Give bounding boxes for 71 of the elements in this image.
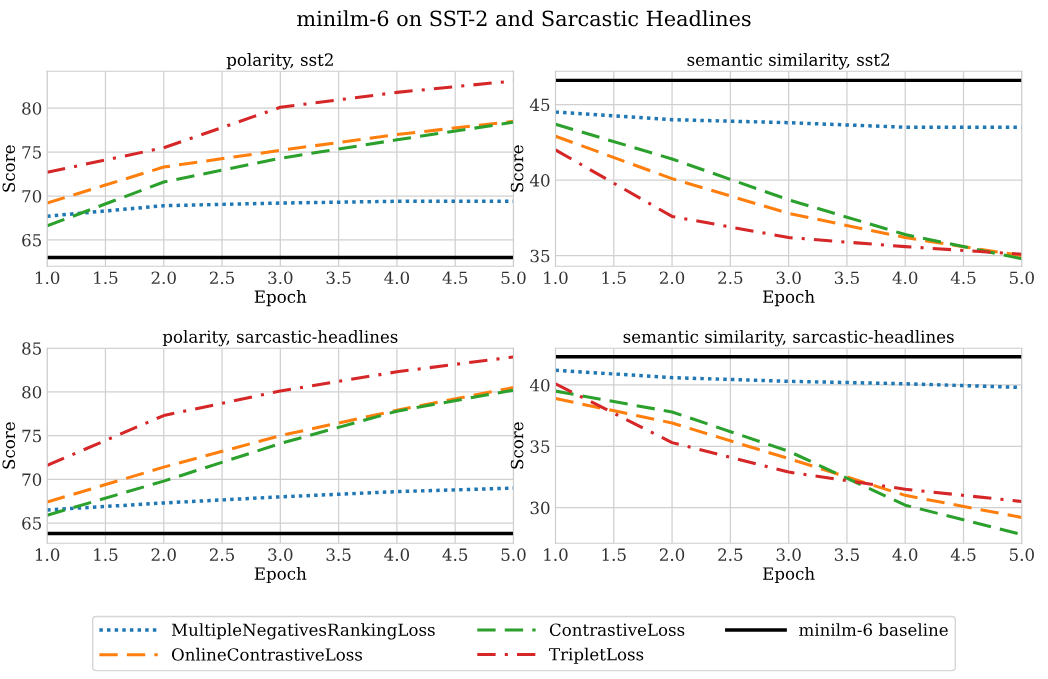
x-tick-label: 5.0 [1009, 271, 1034, 285]
x-tick-label: 3.0 [776, 548, 801, 561]
y-tick-label: 30 [530, 501, 550, 515]
x-axis-title: Epoch [763, 566, 815, 584]
x-tick-label: 4.0 [384, 548, 410, 561]
line-series [555, 382, 1022, 504]
x-tick-label: 4.5 [950, 271, 976, 285]
y-tick-label: 40 [529, 174, 550, 187]
x-tick-label: 4.0 [892, 548, 918, 561]
chart-title: polarity, sst2 [226, 53, 333, 70]
x-tick-label: 2.5 [209, 548, 234, 561]
x-tick-label: 2.5 [718, 271, 743, 285]
y-tick-label: 65 [22, 517, 42, 530]
y-tick-label: 75 [22, 429, 42, 443]
y-axis-title: Score [2, 145, 16, 192]
x-tick-label: 1.0 [544, 271, 568, 285]
x-tick-label: 3.5 [834, 548, 859, 561]
legend-label: TripletLoss [549, 647, 644, 664]
x-tick-label: 1.5 [94, 271, 118, 285]
y-tick-label: 80 [22, 102, 42, 115]
x-tick-label: 2.5 [718, 548, 743, 561]
x-tick-label: 1.0 [35, 548, 60, 561]
x-tick-label: 3.5 [326, 271, 351, 285]
text: minilm-6 on SST-2 and Sarcastic Headlines [297, 10, 751, 27]
x-tick-label: 1.5 [602, 548, 626, 561]
x-tick-label: 3.5 [834, 271, 859, 285]
y-axis-title: Score [510, 145, 524, 192]
x-tick-label: 2.0 [151, 271, 176, 285]
x-tick-label: 4.0 [892, 271, 918, 285]
y-tick-label: 40 [529, 378, 550, 392]
y-tick-label: 80 [22, 385, 42, 399]
y-tick-label: 65 [22, 233, 42, 247]
x-tick-label: 2.0 [659, 548, 685, 561]
legend-label: OnlineContrastiveLoss [171, 647, 363, 661]
x-tick-label: 4.5 [442, 548, 468, 561]
y-tick-label: 35 [530, 440, 550, 453]
x-tick-label: 2.5 [209, 271, 234, 285]
x-tick-label: 2.0 [659, 271, 685, 285]
y-tick-label: 75 [22, 146, 42, 159]
x-axis-title: Epoch [254, 566, 307, 584]
x-tick-label: 3.0 [268, 271, 293, 285]
y-tick-label: 85 [22, 342, 42, 355]
x-tick-label: 3.0 [268, 548, 293, 561]
x-tick-label: 3.0 [776, 271, 801, 285]
legend-label: minilm-6 baseline [799, 623, 948, 637]
y-axis-title: Score [2, 422, 16, 469]
chart-title: semantic similarity, sst2 [687, 53, 890, 70]
x-tick-label: 1.0 [35, 271, 60, 285]
x-axis-title: Epoch [763, 290, 815, 307]
y-tick-label: 70 [22, 473, 42, 486]
x-axis-title: Epoch [254, 290, 307, 307]
x-tick-label: 5.0 [501, 271, 526, 285]
x-tick-label: 4.5 [442, 271, 468, 285]
chart-title: semantic similarity, sarcastic-headlines [623, 329, 954, 347]
x-tick-label: 4.5 [950, 548, 976, 561]
x-tick-label: 1.5 [94, 548, 118, 561]
x-tick-label: 4.0 [384, 271, 410, 285]
x-tick-label: 2.0 [151, 548, 176, 561]
x-tick-label: 5.0 [1009, 548, 1034, 561]
line-series [555, 396, 1022, 519]
y-tick-label: 70 [22, 189, 42, 203]
chart-title: polarity, sarcastic-headlines [162, 329, 398, 347]
y-axis-title: Score [510, 422, 524, 469]
x-tick-label: 1.0 [544, 548, 568, 561]
y-tick-label: 35 [530, 249, 550, 263]
x-tick-label: 1.5 [602, 271, 626, 285]
legend-label: MultipleNegativesRankingLoss [171, 623, 435, 640]
legend-label: ContrastiveLoss [549, 623, 685, 637]
y-tick-label: 45 [529, 98, 550, 112]
x-tick-label: 3.5 [326, 548, 351, 561]
x-tick-label: 5.0 [501, 548, 526, 561]
